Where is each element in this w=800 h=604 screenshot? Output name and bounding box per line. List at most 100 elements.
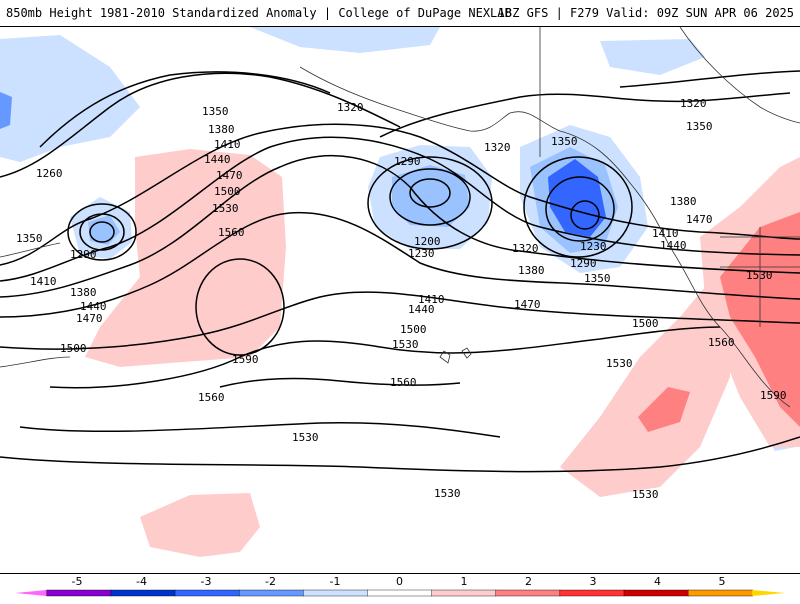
contour-low-center-outer (367, 156, 493, 250)
colorbar-ticks: -5 -4 -3 -2 -1 0 1 2 3 4 5 (72, 575, 726, 588)
weather-map: 1350 1380 1410 1440 1470 1500 1530 1560 … (0, 26, 800, 574)
model-run-info: 18Z GFS | F279 Valid: 09Z SUN APR 06 202… (497, 6, 794, 20)
contour-label: 1200 (414, 235, 441, 248)
contour-label: 1320 (680, 97, 707, 110)
map-canvas: 1350 1380 1410 1440 1470 1500 1530 1560 … (0, 27, 800, 557)
colorbar-segment (367, 589, 433, 597)
colorbar-tick-label: 1 (461, 575, 468, 588)
negative-anomaly-shading (0, 27, 796, 451)
contour-labels: 1350 1380 1410 1440 1470 1500 1530 1560 … (16, 97, 787, 501)
colorbar-segment (46, 589, 112, 597)
contour-label: 1530 (606, 357, 633, 370)
contour-label: 1290 (570, 257, 597, 270)
colorbar-segment (110, 589, 176, 597)
contour-label: 1230 (580, 240, 607, 253)
contour-label: 1350 (551, 135, 578, 148)
colorbar-tick-label: -2 (265, 575, 276, 588)
contour-label: 1560 (708, 336, 735, 349)
contour-label: 1350 (202, 105, 229, 118)
contour-label: 1440 (204, 153, 231, 166)
contour-label: 1290 (394, 155, 421, 168)
contour-low-west-outer (67, 203, 137, 261)
positive-anomaly-shading (85, 149, 800, 557)
colorbar-segment (174, 589, 240, 597)
colorbar-segment (431, 589, 497, 597)
contour-label: 1500 (400, 323, 427, 336)
contour-low-center-inner (409, 178, 451, 208)
contour-label: 1470 (514, 298, 541, 311)
closed-low-contours (67, 156, 633, 356)
anomaly-colorbar: -5 -4 -3 -2 -1 0 1 2 3 4 5 (0, 574, 800, 600)
colorbar-svg: -5 -4 -3 -2 -1 0 1 2 3 4 5 (15, 575, 785, 597)
contour-label: 1320 (484, 141, 511, 154)
contour-label: 1350 (16, 232, 43, 245)
contour-label: 1530 (392, 338, 419, 351)
coastlines (0, 27, 800, 408)
contour-label: 1470 (76, 312, 103, 325)
map-header: 850mb Height 1981-2010 Standardized Anom… (0, 0, 800, 26)
contour-label: 1590 (760, 389, 787, 402)
contour-label: 1230 (408, 247, 435, 260)
contour-label: 1530 (746, 269, 773, 282)
contour-label: 1500 (632, 317, 659, 330)
contour-label: 1440 (408, 303, 435, 316)
contour-label: 1410 (214, 138, 241, 151)
contour-label: 1560 (390, 376, 417, 389)
contour-label: 1380 (208, 123, 235, 136)
contour-label: 1260 (36, 167, 63, 180)
colorbar-arrow-right (752, 590, 785, 596)
contour-label: 1530 (434, 487, 461, 500)
height-contours (0, 70, 800, 473)
colorbar-tick-label: -4 (136, 575, 147, 588)
contour-label: 1530 (292, 431, 319, 444)
contour-low-west-mid (79, 213, 125, 251)
contour-label: 1320 (337, 101, 364, 114)
colorbar-tick-label: 2 (525, 575, 532, 588)
contour-label: 1380 (518, 264, 545, 277)
contour-low-east-inner (570, 200, 600, 230)
anomaly-blob-topright (600, 39, 705, 75)
contour-label: 1350 (686, 120, 713, 133)
contour-label: 1530 (212, 202, 239, 215)
contour-label: 1560 (218, 226, 245, 239)
contour-label: 1590 (232, 353, 259, 366)
contour-label: 1410 (418, 293, 445, 306)
anomaly-core-east-pacific (638, 387, 690, 432)
colorbar-tick-label: 3 (590, 575, 597, 588)
colorbar-segment (238, 589, 304, 597)
colorbar-tick-label: 0 (396, 575, 403, 588)
contour-label: 1410 (30, 275, 57, 288)
contour-label: 1440 (80, 300, 107, 313)
colorbar-tick-label: -1 (330, 575, 341, 588)
contour-low-east-outer (523, 156, 633, 258)
contour-label: 1410 (652, 227, 679, 240)
colorbar-tick-label: 5 (719, 575, 726, 588)
contour-low-center-mid (389, 168, 471, 226)
contour-label: 1440 (660, 239, 687, 252)
colorbar-tick-label: 4 (654, 575, 661, 588)
contour-label: 1350 (584, 272, 611, 285)
colorbar-segments (15, 589, 785, 597)
contour-label: 1500 (60, 342, 87, 355)
anomaly-ridge-east-pacific (560, 287, 730, 497)
contour-label: 1500 (214, 185, 241, 198)
colorbar-tick-label: -3 (201, 575, 212, 588)
contour-label: 1470 (216, 169, 243, 182)
anomaly-core-nw (0, 92, 12, 129)
anomaly-ridge-west (85, 149, 286, 367)
anomaly-core-center (392, 165, 470, 227)
contour-high-closed (195, 258, 285, 356)
contour-label: 1380 (70, 286, 97, 299)
colorbar-segment (687, 589, 753, 597)
contour-label: 1560 (198, 391, 225, 404)
colorbar-tick-label: -5 (72, 575, 83, 588)
contour-label: 1290 (70, 248, 97, 261)
colorbar-arrow-left (15, 590, 47, 596)
anomaly-blob-nw (0, 35, 140, 162)
contour-label: 1530 (632, 488, 659, 501)
colorbar-segment (623, 589, 689, 597)
map-title: 850mb Height 1981-2010 Standardized Anom… (6, 6, 512, 20)
colorbar-segment (303, 589, 369, 597)
contour-low-east-mid (545, 176, 615, 242)
contour-label: 1380 (670, 195, 697, 208)
